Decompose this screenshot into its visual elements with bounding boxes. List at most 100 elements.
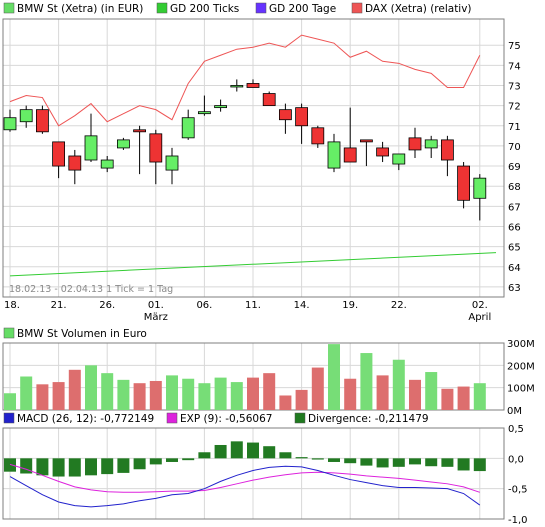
- macd-layer: [4, 441, 486, 508]
- candle-body: [36, 109, 49, 133]
- y-tick-label-volume: 0M: [507, 406, 522, 417]
- candle-body: [311, 127, 325, 145]
- macd-panel-frame: [2, 427, 505, 520]
- volume-bar: [52, 382, 65, 410]
- divergence-bar: [214, 444, 227, 459]
- divergence-bar: [344, 458, 357, 464]
- y-tick-label-macd: 0,0: [508, 454, 524, 465]
- y-tick-label-volume: 200M: [507, 361, 535, 372]
- y-tick-label-volume: 300M: [507, 339, 535, 350]
- candle-body: [424, 139, 438, 149]
- legend-swatch-bmw: [3, 2, 15, 14]
- volume-bar: [101, 373, 114, 410]
- volume-bar: [409, 379, 421, 410]
- x-tick-label: 14.: [294, 300, 310, 311]
- volume-bar: [311, 367, 324, 410]
- candle-body: [343, 147, 357, 163]
- candle-body: [68, 155, 82, 171]
- x-tick-label: 21.: [51, 300, 67, 311]
- x-tick-label: 19.: [342, 300, 358, 311]
- x-tick-sublabel: April: [468, 312, 491, 323]
- candle-body: [376, 147, 390, 157]
- y-tick-label-price: 66: [508, 222, 521, 233]
- volume-bar: [182, 378, 195, 410]
- divergence-bar: [198, 452, 211, 459]
- candle-body: [165, 155, 179, 171]
- candle-body: [457, 165, 471, 201]
- exp-line: [9, 463, 480, 493]
- legend-volume: BMW St Volumen in Euro: [3, 327, 147, 340]
- price-panel-frame: [2, 18, 505, 298]
- divergence-bar: [263, 446, 276, 459]
- volume-bar: [166, 375, 178, 410]
- candle-body: [19, 109, 33, 123]
- candle-body: [149, 133, 163, 163]
- volume-bar: [68, 369, 81, 410]
- y-tick-label-price: 75: [508, 41, 521, 52]
- volume-bar: [392, 359, 405, 410]
- legend-label-dax: DAX (Xetra) (relativ): [365, 3, 472, 15]
- volume-bar: [247, 377, 259, 410]
- y-tick-label-macd: -0,5: [508, 485, 528, 496]
- y-tick-label-volume: 100M: [507, 384, 535, 395]
- range-note: 18.02.13 - 02.04.13 1 Tick = 1 Tag: [9, 284, 173, 295]
- x-tick-label: 02.: [472, 300, 488, 311]
- volume-bar: [473, 383, 486, 410]
- volume-bar: [457, 386, 470, 410]
- gd200-line-layer: [9, 252, 497, 277]
- legend-label-macd: MACD (26, 12): -0,772149: [17, 413, 154, 425]
- x-tick-label: 01.: [148, 300, 164, 311]
- legend-swatch-dax: [351, 2, 363, 14]
- volume-bar: [133, 383, 146, 410]
- volume-bar: [117, 379, 130, 410]
- legend-macd: MACD (26, 12): -0,772149 EXP (9): -0,560…: [3, 412, 429, 425]
- candle-body: [473, 177, 487, 199]
- x-tick-sublabel: März: [144, 312, 168, 323]
- candle-body: [214, 105, 228, 109]
- volume-bar: [230, 382, 243, 410]
- volume-bar: [149, 380, 162, 410]
- y-tick-label-price: 73: [508, 81, 521, 92]
- divergence-bar: [101, 458, 114, 475]
- divergence-bar: [52, 458, 65, 477]
- legend-swatch-macd: [3, 412, 15, 424]
- volume-bar: [376, 375, 389, 410]
- divergence-bar: [328, 458, 340, 462]
- legend-swatch-gd200-ticks: [156, 2, 168, 14]
- candle-body: [3, 117, 17, 131]
- y-tick-label-price: 71: [508, 122, 521, 133]
- y-tick-label-macd: 0,5: [508, 424, 524, 435]
- x-tick-label: 22.: [391, 300, 407, 311]
- divergence-bar: [360, 458, 373, 466]
- divergence-bar: [68, 458, 81, 477]
- divergence-bar: [117, 458, 130, 473]
- x-tick-label: 11.: [245, 300, 261, 311]
- volume-bar: [441, 388, 454, 410]
- volume-bars-layer: [4, 344, 486, 410]
- divergence-bar: [425, 458, 438, 467]
- divergence-bar: [279, 452, 292, 459]
- candle-body: [295, 107, 309, 127]
- divergence-bar: [311, 458, 324, 460]
- volume-bar: [360, 353, 373, 410]
- y-tick-label-price: 69: [508, 162, 521, 173]
- candle-body: [278, 109, 292, 121]
- candle-body: [84, 135, 98, 161]
- y-tick-label-price: 63: [508, 283, 521, 294]
- candle-body: [440, 139, 454, 161]
- legend-label-exp: EXP (9): -0,56067: [180, 413, 272, 425]
- candle-body: [246, 83, 260, 88]
- volume-bar: [198, 383, 211, 410]
- candle-body: [408, 137, 422, 151]
- legend-label-bmw: BMW St (Xetra) (in EUR): [17, 3, 143, 15]
- candle-body: [100, 159, 114, 169]
- candle-body: [327, 141, 341, 169]
- volume-bar: [279, 395, 292, 410]
- candle-body: [359, 139, 373, 143]
- macd-line: [9, 465, 481, 508]
- divergence-bar: [182, 458, 195, 461]
- divergence-bar: [376, 458, 389, 468]
- candle-body: [197, 111, 211, 115]
- divergence-bar: [166, 458, 178, 462]
